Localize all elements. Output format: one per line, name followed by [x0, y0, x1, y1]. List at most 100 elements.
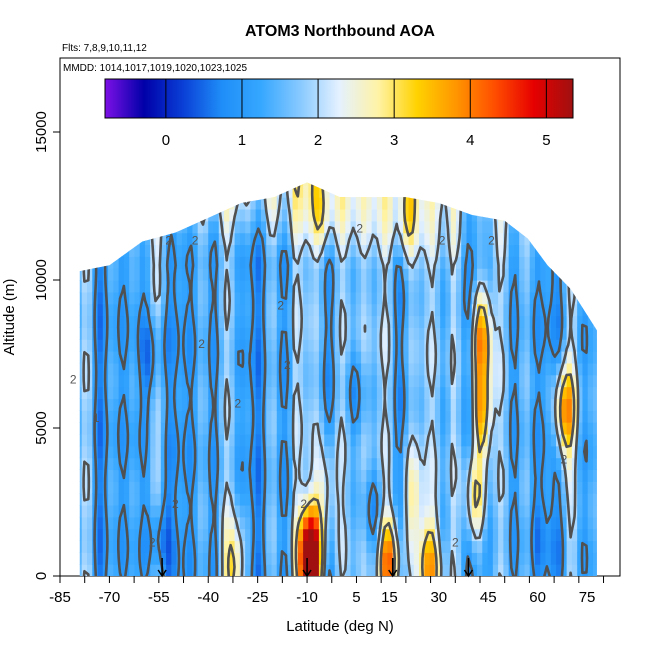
- heatmap-cell: [387, 197, 394, 210]
- heatmap-cell: [461, 540, 468, 553]
- heatmap-cell: [566, 457, 573, 471]
- heatmap-cell: [318, 386, 325, 399]
- heatmap-cell: [287, 362, 294, 376]
- heatmap-cell: [477, 493, 483, 506]
- heatmap-cell: [471, 445, 478, 459]
- heatmap-cell: [324, 540, 331, 553]
- heatmap-cell: [408, 552, 415, 565]
- heatmap-cell: [144, 469, 151, 482]
- heatmap-cell: [271, 220, 278, 234]
- heatmap-cell: [202, 327, 209, 340]
- heatmap-cell: [292, 220, 299, 234]
- heatmap-cell: [466, 244, 473, 257]
- heatmap-cell: [550, 327, 557, 340]
- heatmap-cell: [255, 291, 262, 305]
- heatmap-cell: [397, 386, 404, 399]
- heatmap-cell: [255, 481, 262, 494]
- heatmap-cell: [271, 422, 278, 435]
- heatmap-cell: [471, 410, 478, 423]
- heatmap-cell: [139, 410, 146, 423]
- heatmap-cell: [297, 232, 304, 246]
- heatmap-cell: [424, 280, 431, 293]
- heatmap-cell: [455, 362, 462, 376]
- heatmap-cell: [276, 445, 283, 459]
- heatmap-cell: [503, 552, 510, 565]
- heatmap-cell: [487, 256, 494, 269]
- heatmap-cell: [229, 362, 236, 376]
- heatmap-cell: [134, 256, 141, 269]
- heatmap-cell: [303, 481, 309, 494]
- heatmap-cell: [171, 433, 178, 447]
- heatmap-cell: [340, 244, 346, 257]
- heatmap-cell: [129, 339, 136, 352]
- heatmap-cell: [324, 291, 331, 305]
- heatmap-cell: [403, 410, 410, 423]
- heatmap-cell: [229, 445, 236, 459]
- heatmap-cell: [340, 564, 346, 576]
- heatmap-cell: [587, 422, 594, 435]
- heatmap-cell: [434, 339, 441, 352]
- heatmap-cell: [197, 303, 204, 317]
- heatmap-cell: [413, 445, 420, 459]
- heatmap-cell: [492, 386, 499, 399]
- heatmap-cell: [287, 351, 294, 364]
- heatmap-cell: [287, 481, 294, 494]
- heatmap-cell: [192, 291, 199, 305]
- heatmap-cell: [87, 327, 93, 340]
- heatmap-cell: [445, 504, 452, 518]
- heatmap-cell: [587, 504, 594, 518]
- heatmap-cell: [540, 504, 547, 518]
- heatmap-cell: [571, 552, 578, 565]
- heatmap-cell: [108, 268, 114, 281]
- heatmap-cell: [355, 422, 362, 435]
- heatmap-cell: [408, 410, 415, 423]
- heatmap-cell: [324, 339, 331, 352]
- heatmap-cell: [266, 268, 273, 281]
- heatmap-cell: [397, 481, 404, 494]
- heatmap-cell: [487, 386, 494, 399]
- heatmap-cell: [592, 422, 597, 435]
- heatmap-cell: [334, 374, 341, 388]
- heatmap-cell: [276, 303, 283, 317]
- heatmap-cell: [313, 564, 320, 576]
- heatmap-cell: [455, 457, 462, 471]
- heatmap-cell: [524, 339, 531, 352]
- heatmap-cell: [150, 481, 157, 494]
- heatmap-cell: [192, 493, 199, 506]
- heatmap-cell: [134, 481, 141, 494]
- heatmap-cell: [561, 315, 568, 328]
- heatmap-cell: [350, 327, 357, 340]
- heatmap-cell: [245, 220, 251, 234]
- heatmap-cell: [118, 469, 125, 482]
- heatmap-cell: [577, 303, 584, 317]
- heatmap-cell: [429, 220, 436, 234]
- heatmap-cell: [234, 232, 241, 246]
- heatmap-cell: [535, 315, 541, 328]
- heatmap-cell: [556, 528, 562, 542]
- heatmap-cell: [176, 410, 183, 423]
- heatmap-cell: [550, 339, 557, 352]
- heatmap-cell: [334, 552, 341, 565]
- heatmap-cell: [208, 564, 215, 576]
- heatmap-cell: [540, 315, 547, 328]
- heatmap-cell: [271, 433, 278, 447]
- heatmap-cell: [118, 362, 125, 376]
- heatmap-cell: [287, 339, 294, 352]
- heatmap-cell: [160, 422, 167, 435]
- heatmap-cell: [556, 398, 562, 411]
- heatmap-cell: [519, 386, 526, 399]
- heatmap-cell: [540, 256, 547, 269]
- heatmap-cell: [529, 493, 536, 506]
- heatmap-cell: [197, 516, 204, 530]
- heatmap-cell: [134, 457, 141, 471]
- heatmap-cell: [403, 268, 410, 281]
- heatmap-cell: [424, 291, 431, 305]
- heatmap-cell: [366, 457, 373, 471]
- heatmap-cell: [371, 552, 378, 565]
- heatmap-cell: [218, 386, 225, 399]
- heatmap-cell: [234, 504, 241, 518]
- heatmap-cell: [345, 339, 352, 352]
- heatmap-cell: [413, 327, 420, 340]
- heatmap-cell: [519, 516, 526, 530]
- heatmap-cell: [229, 516, 236, 530]
